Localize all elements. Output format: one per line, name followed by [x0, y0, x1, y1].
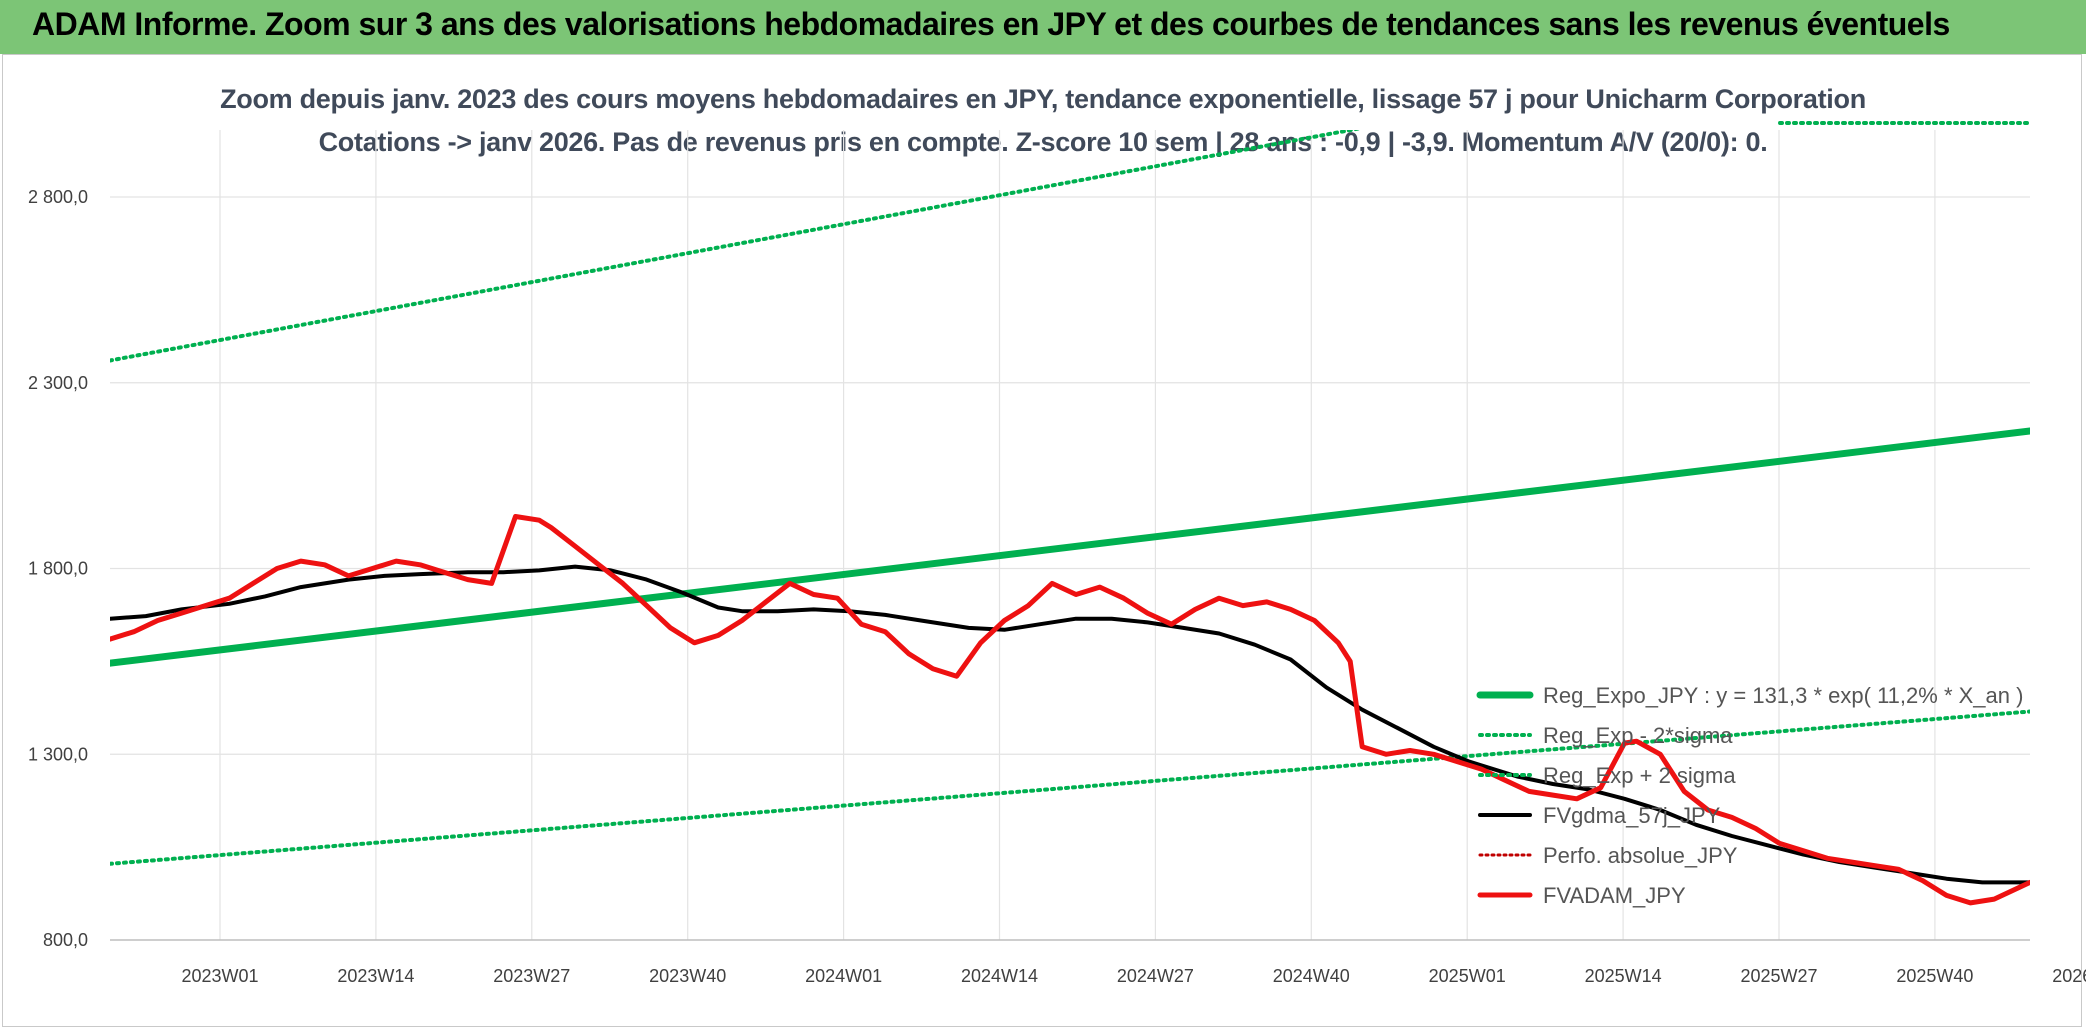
- x-tick-label: 2024W01: [805, 966, 882, 986]
- x-tick-label: 2024W27: [1117, 966, 1194, 986]
- y-tick-label: 2 300,0: [28, 373, 88, 393]
- x-tick-label: 2025W27: [1740, 966, 1817, 986]
- x-tick-label: 2023W27: [493, 966, 570, 986]
- series-group: [110, 130, 2030, 906]
- y-tick-label: 800,0: [43, 930, 88, 950]
- series-fvgdma-57j-line: [110, 564, 2030, 885]
- y-tick-label: 2 800,0: [28, 187, 88, 207]
- series-reg-minus-2sigma-line: [110, 709, 2030, 866]
- x-tick-label: 2025W01: [1429, 966, 1506, 986]
- x-tick-label: 2025W14: [1585, 966, 1662, 986]
- series-fvadam-line: [110, 514, 2030, 906]
- legend-label: FVgdma_57j_JPY: [1543, 803, 1721, 828]
- chart-title: Zoom depuis janv. 2023 des cours moyens …: [220, 84, 1866, 114]
- y-tick-label: 1 800,0: [28, 559, 88, 579]
- x-tick-label: 2023W14: [337, 966, 414, 986]
- chart-frame: [2, 54, 2082, 1027]
- legend-label: Reg_Expo_JPY : y = 131,3 * exp( 11,2% * …: [1543, 683, 2023, 708]
- x-tick-label: 2023W40: [649, 966, 726, 986]
- x-tick-label: 2024W40: [1273, 966, 1350, 986]
- report-title: ADAM Informe. Zoom sur 3 ans des valoris…: [32, 6, 1950, 42]
- y-tick-label: 1 300,0: [28, 744, 88, 764]
- series-reg-plus-2sigma-line: [110, 130, 1362, 363]
- chart-subtitle: Cotations -> janv 2026. Pas de revenus p…: [318, 127, 1768, 157]
- x-tick-label: 2023W01: [181, 966, 258, 986]
- legend-label: Reg_Exp + 2 sigma: [1543, 763, 1736, 788]
- legend-label: FVADAM_JPY: [1543, 883, 1686, 908]
- series-reg-expo-line: [110, 427, 2030, 667]
- x-tick-label: 2025W40: [1896, 966, 1973, 986]
- legend-label: Reg_Exp - 2*sigma: [1543, 723, 1733, 748]
- report-banner: ADAM Informe. Zoom sur 3 ans des valoris…: [0, 0, 2086, 54]
- x-tick-label: 2026W01: [2052, 966, 2086, 986]
- legend-label: Perfo. absolue_JPY: [1543, 843, 1738, 868]
- x-tick-label: 2024W14: [961, 966, 1038, 986]
